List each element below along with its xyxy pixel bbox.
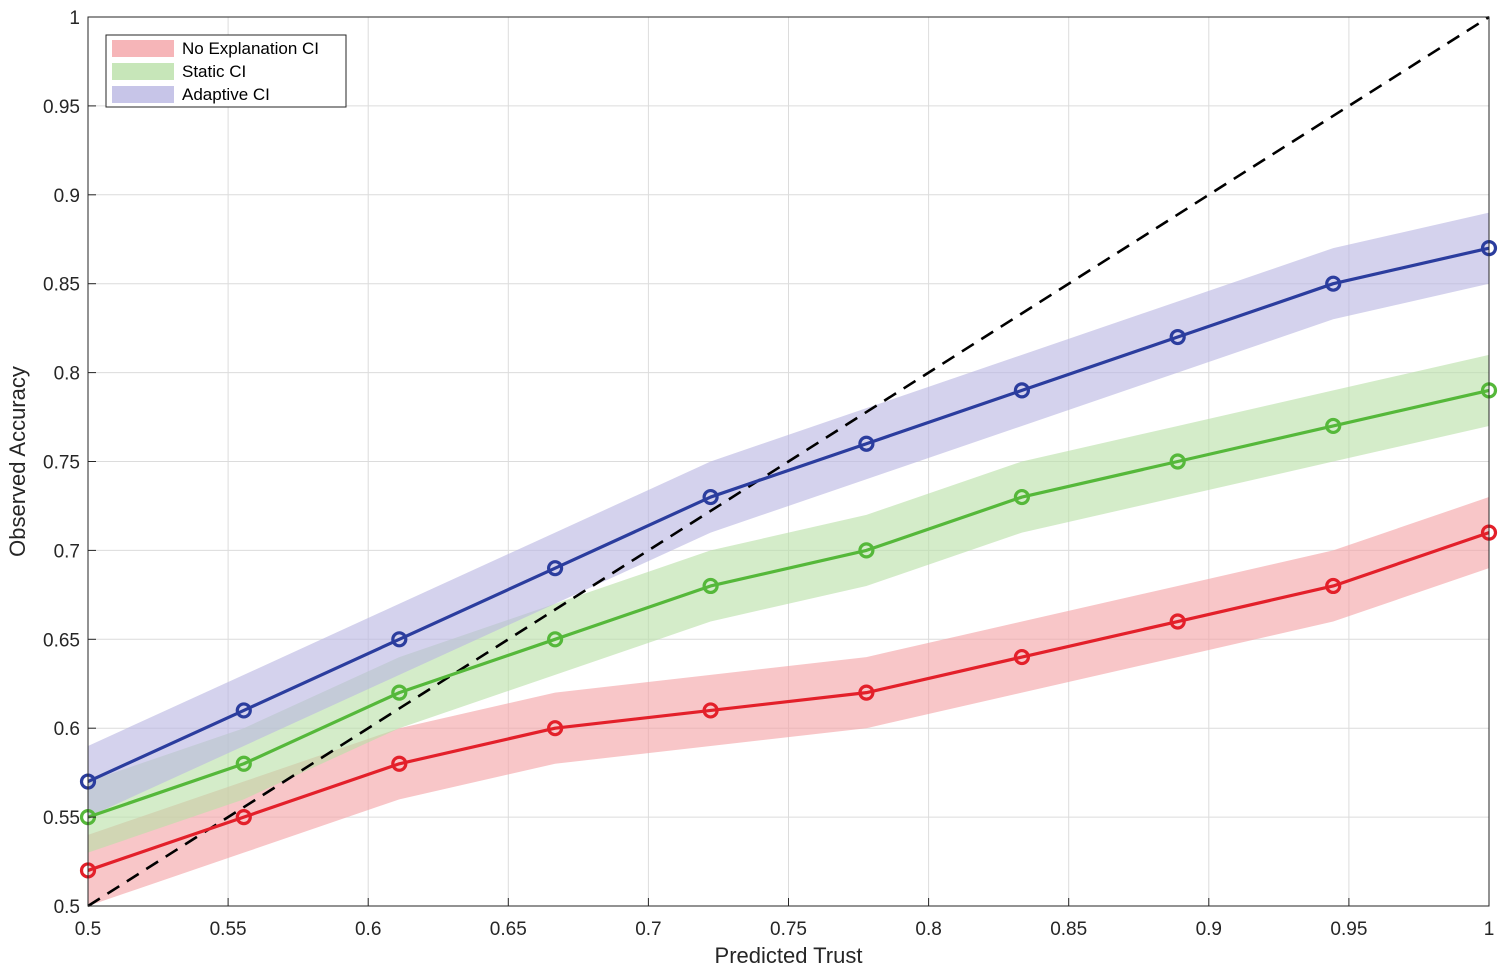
y-tick-label-8: 0.9 (54, 186, 80, 207)
marker-adaptive-8 (1325, 275, 1342, 292)
x-tick-label-6: 0.8 (915, 919, 941, 940)
x-axis-ticks: 0.5 0.55 0.6 0.65 0.7 0.75 0.8 0.85 0.9 0.95 1 (75, 898, 1495, 940)
marker-static-6 (1013, 488, 1031, 506)
marker-no-explanation-1 (235, 808, 252, 826)
reference-diagonal-line (87, 15, 1490, 908)
marker-adaptive-6 (1013, 382, 1031, 399)
marker-static-4 (702, 577, 719, 595)
line-adaptive (87, 246, 1490, 783)
y-tick-label-4: 0.7 (54, 541, 80, 562)
x-tick-label-0: 0.5 (75, 919, 101, 940)
marker-static-1 (235, 755, 252, 772)
marker-adaptive-2 (391, 631, 408, 648)
legend: No Explanation CI Static CI Adaptive CI (105, 34, 347, 108)
marker-adaptive-5 (858, 435, 875, 452)
marker-static-7 (1169, 453, 1186, 470)
marker-no-explanation-2 (391, 755, 408, 772)
line-no-explanation (87, 531, 1490, 872)
marker-no-explanation-8 (1325, 577, 1342, 595)
x-tick-label-8: 0.9 (1196, 919, 1222, 940)
legend-swatch-adaptive (112, 86, 174, 103)
marker-no-explanation-3 (546, 720, 564, 737)
legend-label-static: Static CI (182, 62, 246, 81)
x-tick-label-4: 0.7 (635, 919, 661, 940)
x-tick-label-10: 1 (1484, 919, 1495, 940)
ci-band-static (88, 354, 1489, 853)
y-tick-label-10: 1 (69, 8, 80, 29)
y-tick-label-0: 0.5 (54, 897, 80, 918)
reference-diagonal (87, 15, 1490, 908)
y-tick-label-7: 0.85 (43, 275, 80, 296)
marker-static-8 (1325, 417, 1342, 435)
line-static (87, 388, 1490, 819)
y-axis-ticks: 0.5 0.55 0.6 0.65 0.7 0.75 0.8 0.85 0.9 0.95 1 (43, 8, 96, 918)
legend-label-no-explanation: No Explanation CI (182, 39, 319, 58)
ci-band-adaptive (88, 212, 1489, 818)
y-tick-label-9: 0.95 (43, 97, 80, 118)
y-tick-label-6: 0.8 (54, 364, 80, 385)
y-tick-label-5: 0.75 (43, 453, 80, 474)
marker-adaptive-7 (1169, 328, 1186, 346)
y-tick-label-1: 0.55 (43, 808, 80, 829)
marker-static-2 (391, 684, 408, 701)
legend-swatch-static (112, 63, 174, 80)
marker-no-explanation-4 (702, 702, 719, 719)
marker-no-explanation-5 (858, 684, 875, 701)
x-tick-label-7: 0.85 (1050, 919, 1087, 940)
x-tick-label-2: 0.6 (355, 919, 381, 940)
marker-adaptive-1 (235, 702, 252, 719)
legend-label-adaptive: Adaptive CI (182, 85, 270, 104)
x-tick-label-5: 0.75 (770, 919, 807, 940)
marker-static-5 (858, 542, 875, 559)
x-tick-label-9: 0.95 (1330, 919, 1367, 940)
marker-no-explanation-7 (1169, 613, 1186, 630)
y-tick-label-3: 0.65 (43, 630, 80, 651)
x-tick-label-1: 0.55 (210, 919, 247, 940)
legend-swatch-no-explanation (112, 40, 174, 57)
y-tick-label-2: 0.6 (54, 719, 80, 740)
x-tick-label-3: 0.65 (490, 919, 527, 940)
y-axis-label: Observed Accuracy (5, 366, 30, 557)
x-axis-label: Predicted Trust (715, 943, 863, 968)
marker-adaptive-4 (702, 488, 719, 506)
marker-no-explanation-6 (1013, 648, 1031, 666)
marker-static-3 (546, 631, 564, 648)
marker-adaptive-3 (546, 560, 564, 577)
series-lines (87, 246, 1490, 872)
